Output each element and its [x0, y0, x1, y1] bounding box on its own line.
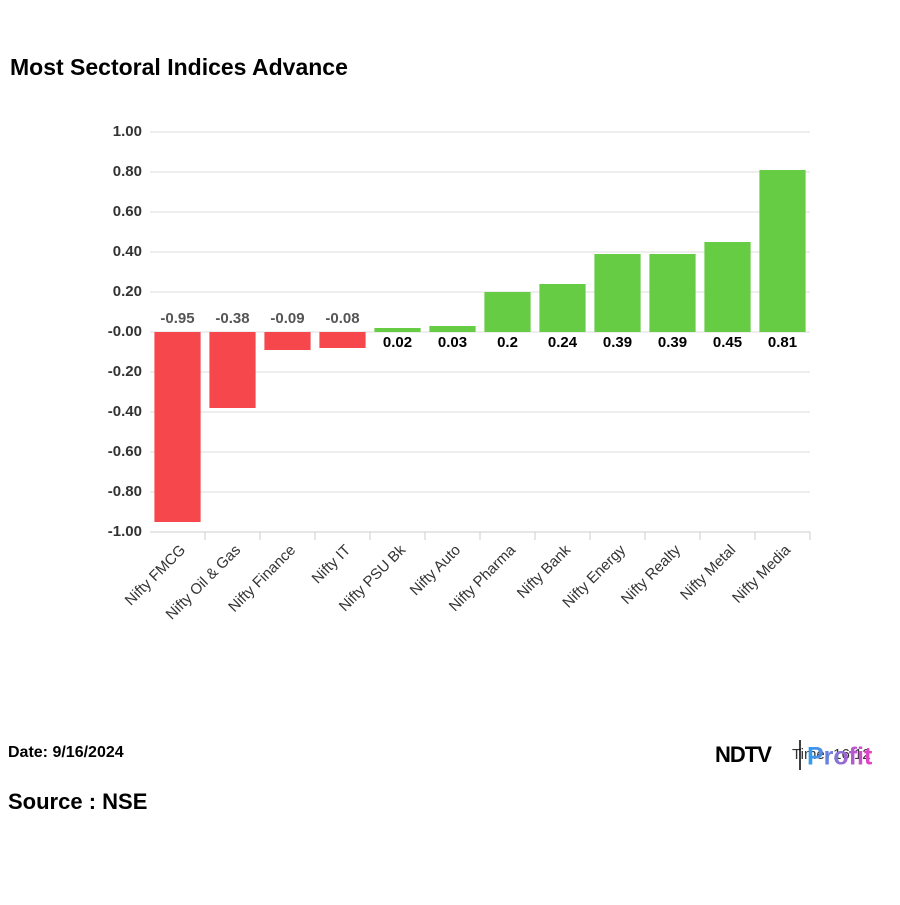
value-label: 0.03: [438, 334, 467, 351]
y-tick-label: -0.40: [108, 403, 142, 420]
date: Date: 9/16/2024: [8, 744, 124, 761]
x-tick-label: Nifty Auto: [407, 542, 464, 599]
bar: [594, 254, 641, 332]
source: Source : NSE: [8, 789, 147, 814]
y-tick-label: -1.00: [108, 523, 142, 540]
logo-product: Profit: [807, 743, 873, 771]
time: Time: 16:12: [792, 746, 871, 763]
bar: [209, 332, 256, 408]
bar: [539, 284, 586, 332]
bar: [704, 242, 751, 332]
value-label: 0.02: [383, 334, 412, 351]
y-tick-label: 0.20: [113, 283, 142, 300]
bar: [264, 332, 311, 350]
y-tick-label: 0.80: [113, 163, 142, 180]
y-tick-label: 1.00: [113, 123, 142, 140]
chart-title: Most Sectoral Indices Advance: [10, 54, 348, 80]
bar: [759, 170, 806, 332]
bar: [374, 328, 421, 332]
y-tick-label: -0.20: [108, 363, 142, 380]
value-label: 0.24: [548, 334, 578, 351]
bar: [319, 332, 366, 348]
x-tick-label: Nifty IT: [309, 542, 355, 588]
y-tick-label: 0.40: [113, 243, 142, 260]
y-tick-label: -0.80: [108, 483, 142, 500]
value-label: 0.81: [768, 334, 797, 351]
logo-brand: NDTV: [715, 742, 772, 767]
value-label: -0.08: [325, 310, 359, 327]
x-tick-label: Nifty Media: [729, 541, 795, 607]
y-tick-label: -0.60: [108, 443, 142, 460]
value-label: 0.2: [497, 334, 518, 351]
value-label: 0.39: [603, 334, 632, 351]
value-label: -0.38: [215, 310, 249, 327]
value-label: -0.09: [270, 310, 304, 327]
bar: [154, 332, 201, 522]
x-tick-label: Nifty Realty: [618, 541, 685, 608]
value-label: 0.39: [658, 334, 687, 351]
value-label: -0.95: [160, 310, 194, 327]
y-tick-label: 0.60: [113, 203, 142, 220]
y-tick-label: -0.00: [108, 323, 142, 340]
bar: [429, 326, 476, 332]
value-label: 0.45: [713, 334, 742, 351]
bar: [484, 292, 531, 332]
bar: [649, 254, 696, 332]
